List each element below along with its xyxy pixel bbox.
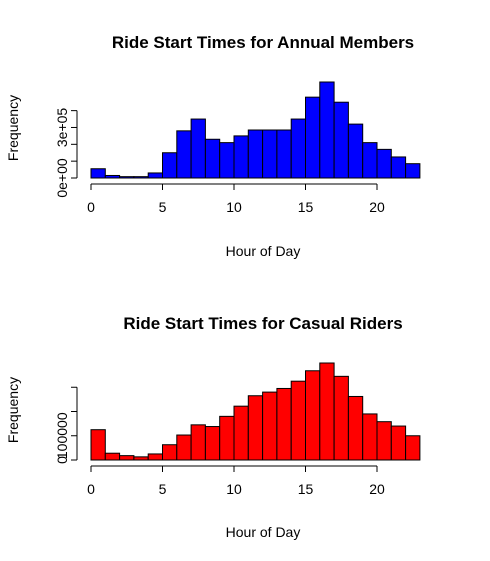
- histogram-bar: [176, 130, 192, 179]
- histogram-bar: [90, 429, 106, 461]
- histogram-bar: [219, 142, 235, 179]
- x-tick-label: 5: [159, 481, 167, 497]
- histogram-bar: [362, 142, 378, 179]
- histogram-bar: [376, 148, 392, 179]
- histogram-bar: [147, 172, 163, 179]
- histogram-bar: [190, 118, 206, 179]
- histogram-bar: [204, 138, 221, 179]
- chart-title: Ride Start Times for Annual Members: [112, 33, 414, 52]
- histogram-bar: [219, 415, 235, 461]
- x-tick-label: 10: [226, 199, 242, 215]
- histogram-bar: [319, 362, 335, 461]
- x-axis-label: Hour of Day: [226, 524, 301, 540]
- histogram-bar: [305, 96, 321, 179]
- histogram-bar: [247, 395, 264, 461]
- members-histogram-panel: Ride Start Times for Annual Members Hour…: [5, 33, 421, 259]
- histogram-bar: [405, 435, 421, 461]
- histogram-bar: [90, 168, 106, 179]
- x-tick-label: 15: [298, 199, 314, 215]
- histogram-bar: [247, 129, 264, 179]
- histogram-bar: [333, 375, 349, 461]
- x-tick-label: 0: [87, 481, 95, 497]
- histogram-bar: [319, 81, 335, 179]
- chart-title: Ride Start Times for Casual Riders: [123, 314, 402, 333]
- x-tick-label: 10: [226, 481, 242, 497]
- y-tick-label: 0e+00: [54, 158, 70, 198]
- x-tick-label: 20: [369, 199, 385, 215]
- x-tick-label: 0: [87, 199, 95, 215]
- histogram-bar: [233, 405, 249, 461]
- histogram-bar: [276, 129, 292, 179]
- y-tick-label: 0: [54, 456, 70, 464]
- casual-histogram-panel: Ride Start Times for Casual Riders Hour …: [5, 314, 421, 540]
- histogram-bar: [276, 387, 292, 461]
- histogram-bar: [190, 424, 206, 461]
- y-axis-label: Frequency: [5, 95, 21, 161]
- histogram-bar: [104, 452, 121, 461]
- bars-group: [90, 362, 421, 461]
- bars-group: [90, 81, 421, 179]
- histogram-bar: [347, 395, 364, 461]
- y-tick-label: 3e+05: [54, 108, 70, 148]
- histogram-bar: [390, 156, 407, 179]
- x-axis: 0 5 10 15 20: [87, 183, 385, 215]
- histogram-bar: [390, 425, 407, 461]
- histogram-bar: [362, 413, 378, 461]
- histogram-bar: [290, 380, 307, 461]
- histogram-bar: [262, 391, 278, 461]
- y-axis: 0e+00 3e+05: [54, 108, 78, 198]
- histogram-bar: [290, 118, 307, 179]
- histogram-bar: [176, 434, 192, 461]
- x-axis: 0 5 10 15 20: [87, 465, 385, 497]
- x-tick-label: 20: [369, 481, 385, 497]
- histogram-bar: [376, 421, 392, 461]
- x-tick-label: 5: [159, 199, 167, 215]
- histogram-bar: [405, 163, 421, 179]
- histogram-bar: [162, 152, 178, 179]
- x-tick-label: 15: [298, 481, 314, 497]
- histogram-bar: [119, 455, 135, 461]
- histogram-bar: [147, 453, 163, 461]
- y-axis-label: Frequency: [5, 377, 21, 443]
- histogram-bar: [233, 135, 249, 179]
- histogram-bar: [133, 456, 149, 461]
- histogram-bar: [262, 129, 278, 179]
- histogram-bar: [305, 370, 321, 461]
- histogram-bar: [204, 426, 221, 461]
- histogram-bar: [119, 176, 135, 179]
- histogram-bar: [347, 123, 364, 179]
- histogram-bar: [104, 174, 121, 179]
- y-tick-label: 100000: [54, 412, 70, 459]
- histogram-bar: [133, 176, 149, 179]
- x-axis-label: Hour of Day: [226, 243, 301, 259]
- histogram-bar: [333, 101, 349, 179]
- histogram-bar: [162, 444, 178, 461]
